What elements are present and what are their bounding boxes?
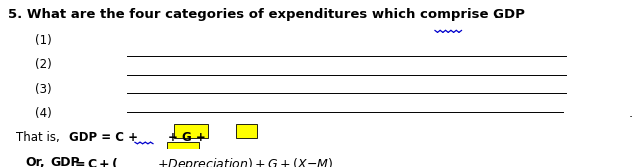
Text: (4): (4) [35,107,52,120]
Bar [167,142,199,157]
Text: $\mathdefault{= C + (}$: $\mathdefault{= C + (}$ [72,156,119,167]
Text: (2): (2) [35,58,52,71]
Text: (3): (3) [35,83,52,96]
Text: GDP: GDP [50,156,79,167]
Text: + G +: + G + [168,131,206,144]
Text: That is,: That is, [16,131,60,144]
Bar [236,124,257,138]
Text: GDP = C +: GDP = C + [69,131,138,144]
Text: 5. What are the four categories of expenditures which comprise GDP: 5. What are the four categories of expen… [8,8,524,21]
Text: .: . [628,107,632,120]
Bar [174,124,208,138]
Text: .: . [494,8,499,21]
Text: (1): (1) [35,34,52,47]
Text: $\it{+ Depreciation)+ G + (X}$$\it{-}$$\it{M)}$: $\it{+ Depreciation)+ G + (X}$$\it{-}$$\… [157,156,333,167]
Text: Or,: Or, [26,156,46,167]
